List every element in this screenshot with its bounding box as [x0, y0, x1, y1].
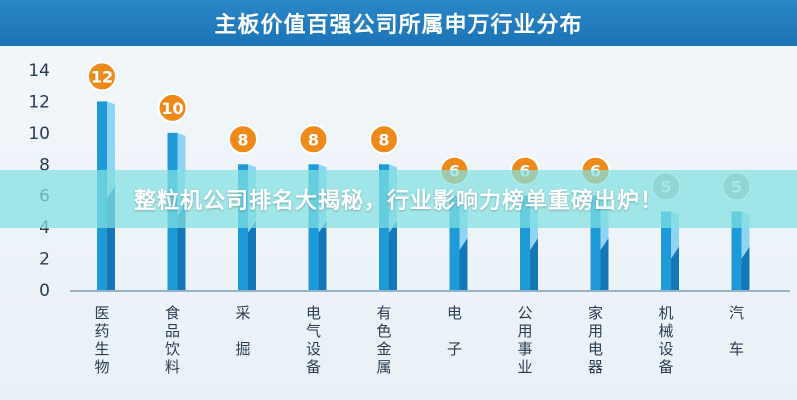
category-label: 品	[165, 322, 180, 340]
category-label: 用	[588, 322, 603, 340]
category-label: 备	[658, 358, 673, 376]
category-label: 机	[658, 304, 673, 322]
chart-title: 主板价值百强公司所属申万行业分布	[0, 0, 797, 46]
bar	[731, 211, 742, 290]
data-label: 8	[378, 130, 389, 149]
category-label: 事	[517, 340, 532, 358]
bar	[449, 195, 460, 290]
bar-shade	[671, 246, 679, 290]
bar-shade	[741, 246, 750, 290]
category-label: 家	[588, 304, 603, 322]
bar-shade	[389, 220, 397, 290]
category-label: 气	[306, 322, 321, 340]
category-label: 饮	[165, 340, 180, 358]
category-label: 械	[658, 322, 673, 340]
bar	[661, 211, 671, 290]
bar-shade	[248, 220, 256, 290]
category-label: 物	[94, 358, 109, 376]
category-label: 电	[306, 304, 321, 322]
y-tick-label: 4	[39, 218, 50, 238]
bar-shade	[530, 238, 538, 290]
data-label: 10	[161, 99, 183, 118]
y-tick-label: 8	[39, 155, 50, 175]
value-bubble	[369, 124, 399, 155]
y-tick-label: 10	[28, 124, 50, 144]
y-tick-label: 12	[28, 92, 50, 112]
category-label: 业	[517, 358, 532, 376]
bar-shade	[600, 238, 609, 290]
bar	[590, 195, 601, 290]
category-label: 料	[165, 358, 180, 376]
category-label: 设	[306, 340, 321, 358]
bar-shade	[459, 238, 468, 290]
category-label: 备	[306, 358, 321, 376]
category-label: 药	[94, 322, 109, 340]
category-label: 电	[588, 340, 603, 358]
category-label: 设	[658, 340, 673, 358]
data-label: 8	[308, 130, 319, 149]
category-label: 子	[447, 340, 462, 358]
bar	[520, 195, 530, 290]
value-bubble	[87, 61, 117, 92]
category-label: 金	[376, 340, 391, 358]
category-label: 车	[729, 340, 744, 358]
category-label: 有	[376, 304, 391, 322]
category-label: 公	[517, 304, 532, 322]
value-bubble	[298, 124, 329, 155]
category-label: 食	[165, 304, 180, 322]
y-tick-label: 14	[28, 61, 50, 81]
category-label: 色	[376, 322, 391, 340]
category-label: 器	[588, 358, 603, 376]
overlay-banner: 整粒机公司排名大揭秘，行业影响力榜单重磅出炉！	[0, 170, 797, 228]
category-label: 电	[447, 304, 462, 322]
category-label: 掘	[235, 340, 250, 358]
category-label: 属	[376, 358, 391, 376]
bar-shade	[318, 220, 327, 290]
category-label: 医	[94, 304, 109, 322]
data-label: 8	[237, 130, 248, 149]
value-bubble	[157, 92, 188, 123]
category-label: 采	[235, 304, 250, 322]
y-tick-label: 0	[39, 281, 50, 301]
data-label: 12	[91, 67, 113, 86]
category-label: 生	[94, 340, 109, 358]
y-tick-label: 2	[39, 250, 50, 270]
overlay-banner-text: 整粒机公司排名大揭秘，行业影响力榜单重磅出炉！	[133, 189, 663, 214]
value-bubble	[228, 124, 258, 155]
category-label: 用	[517, 322, 532, 340]
category-label: 汽	[729, 304, 744, 322]
